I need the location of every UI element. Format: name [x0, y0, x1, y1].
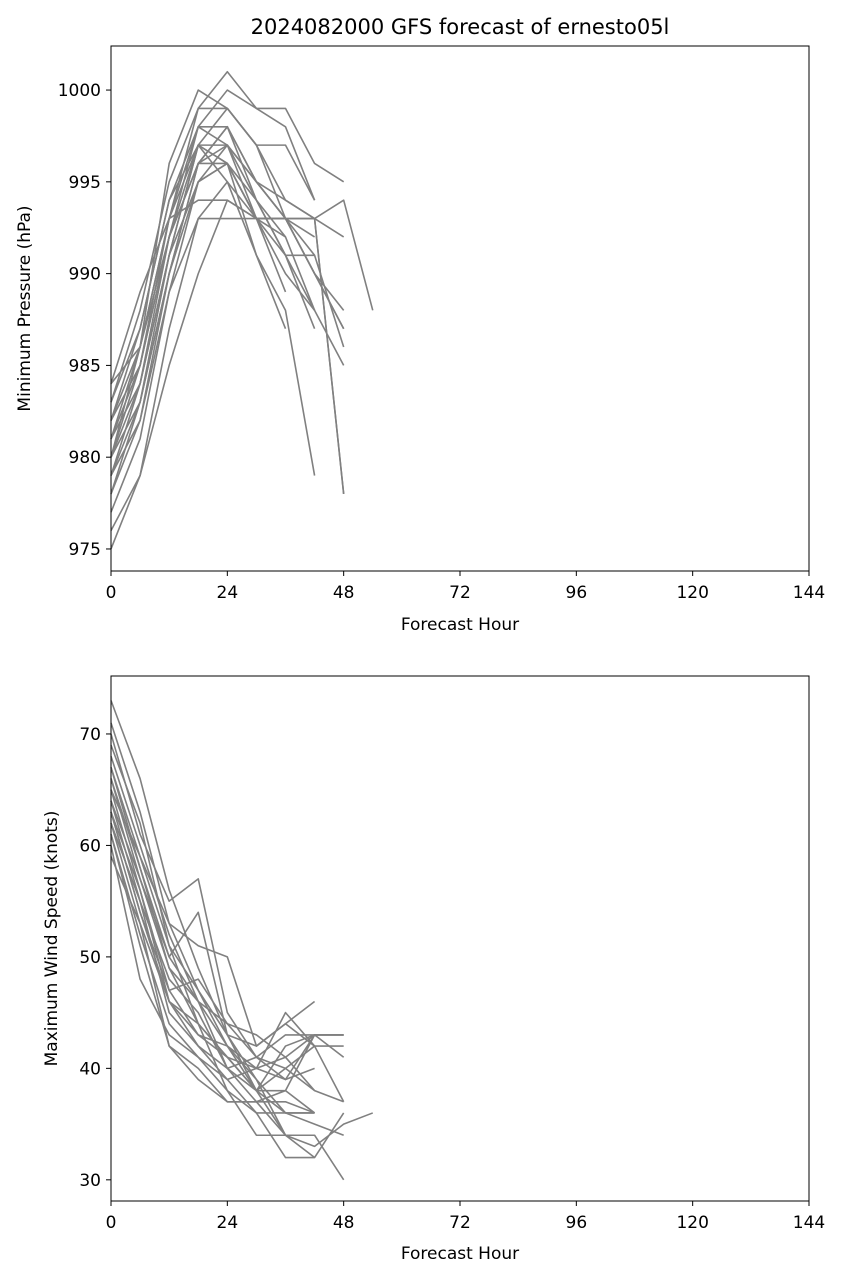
wind-y-tick-label: 40: [79, 1059, 101, 1079]
pressure-y-tick-label: 975: [69, 540, 101, 560]
pressure-y-axis-label: Minimum Pressure (hPa): [15, 205, 35, 411]
wind-ensemble-member-line-10: [110, 800, 316, 1159]
pressure-ensemble-member-line-7: [110, 89, 345, 476]
wind-ensemble-member-line-7: [110, 778, 316, 1092]
pressure-x-tick-label: 0: [106, 583, 117, 603]
pressure-ensemble-member-line-22: [110, 125, 287, 458]
wind-ensemble-member-line-15: [110, 845, 286, 1137]
wind-x-tick-label: 120: [676, 1213, 708, 1233]
pressure-ensemble-member-line-8: [110, 70, 316, 458]
wind-y-tick-label: 30: [79, 1171, 101, 1191]
pressure-ensemble-member-line-18: [110, 162, 316, 458]
wind-ensemble-member-line-20: [110, 834, 316, 1114]
wind-ensemble-member-line-21: [110, 767, 316, 1047]
pressure-x-tick-label: 120: [676, 583, 708, 603]
wind-x-tick-label: 0: [106, 1213, 117, 1233]
wind-y-tick-label: 60: [79, 836, 101, 856]
wind-axes-frame: [110, 675, 810, 1202]
wind-y-axis-label: Maximum Wind Speed (knots): [42, 811, 62, 1067]
wind-speed-panel: 0 24 48 72 96 120 144 30 40 50 60 70 Forecast Hour Ma…: [42, 675, 825, 1264]
pressure-x-tick-label: 24: [217, 583, 239, 603]
wind-y-tick-label: 70: [79, 725, 101, 745]
pressure-y-tick-label: 995: [69, 173, 101, 193]
wind-ensemble-member-line-13: [110, 822, 315, 1114]
pressure-ensemble-member-line-19: [110, 217, 316, 476]
wind-ensemble-member-line-18: [110, 856, 315, 1081]
pressure-x-tick-label: 96: [566, 583, 588, 603]
wind-ensemble-member-line-3: [110, 733, 344, 1081]
wind-x-axis-label: Forecast Hour: [401, 1244, 519, 1264]
wind-x-tick-label: 24: [217, 1213, 239, 1233]
wind-ensemble-member-line-22: [110, 811, 315, 1114]
pressure-panel: 0 24 48 72 96 120 144 975 980 985 990 995 1000 Foreca…: [15, 15, 825, 635]
pressure-x-tick-label: 72: [449, 583, 471, 603]
wind-x-tick-label: 144: [793, 1213, 825, 1233]
pressure-y-tick-label: 990: [69, 265, 101, 285]
chart-title: 2024082000 GFS forecast of ernesto05l: [251, 15, 670, 39]
wind-x-tick-label: 96: [566, 1213, 588, 1233]
wind-x-tick-label: 72: [449, 1213, 471, 1233]
pressure-x-tick-label: 48: [333, 583, 355, 603]
wind-ensemble-member-line-9: [110, 789, 345, 1103]
pressure-ensemble-member-line-21: [110, 144, 345, 440]
wind-x-tick-label: 48: [333, 1213, 355, 1233]
pressure-ensemble-member-line-14: [110, 144, 316, 403]
pressure-y-tick-label: 1000: [58, 81, 101, 101]
pressure-y-tick-label: 985: [69, 356, 101, 376]
pressure-axes-frame: [110, 45, 810, 572]
pressure-y-tick-label: 980: [69, 448, 101, 468]
wind-y-tick-label: 50: [79, 948, 101, 968]
pressure-x-axis-label: Forecast Hour: [401, 615, 519, 635]
pressure-x-tick-label: 144: [793, 583, 825, 603]
pressure-ensemble-member-line-20: [110, 162, 287, 421]
